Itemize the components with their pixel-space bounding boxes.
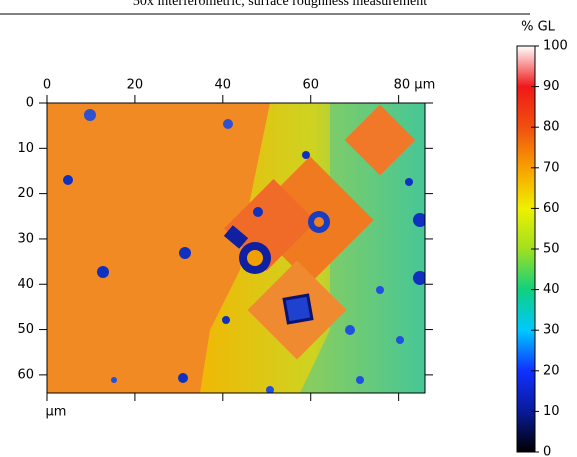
y-axis-label: µm [46, 405, 67, 420]
colorbar-tick-label: 100 [543, 39, 568, 54]
x-tick-label: 20 [127, 78, 144, 93]
y-tick-label: 60 [17, 367, 34, 382]
x-tick-label: 80 µm [394, 78, 436, 93]
colorbar-label: % GL [521, 20, 556, 35]
colorbar-tick-label: 40 [543, 282, 560, 297]
colorbar-tick-label: 70 [543, 160, 560, 175]
colorbar-tick-label: 80 [543, 120, 560, 135]
colorbar-tick-label: 60 [543, 201, 560, 216]
colorbar-tick-label: 90 [543, 79, 560, 94]
colorbar-tick-label: 10 [543, 404, 560, 419]
y-tick-label: 0 [26, 96, 34, 111]
colorbar-tick-label: 20 [543, 363, 560, 378]
y-tick-label: 40 [17, 277, 34, 292]
y-tick-label: 50 [17, 322, 34, 337]
colorbar-tick-label: 50 [543, 242, 560, 257]
x-tick-label: 0 [43, 78, 51, 93]
y-tick-label: 30 [17, 231, 34, 246]
colorbar-tick-label: 0 [543, 445, 551, 457]
chart-title: 50x interferometric, surface roughness m… [133, 0, 427, 9]
y-tick-label: 10 [17, 141, 34, 156]
y-tick-label: 20 [17, 186, 34, 201]
colorbar-tick-label: 30 [543, 323, 560, 338]
plot-frame [46, 102, 426, 394]
x-tick-label: 60 [302, 78, 319, 93]
x-tick-label: 40 [215, 78, 232, 93]
surface-image [47, 103, 425, 393]
